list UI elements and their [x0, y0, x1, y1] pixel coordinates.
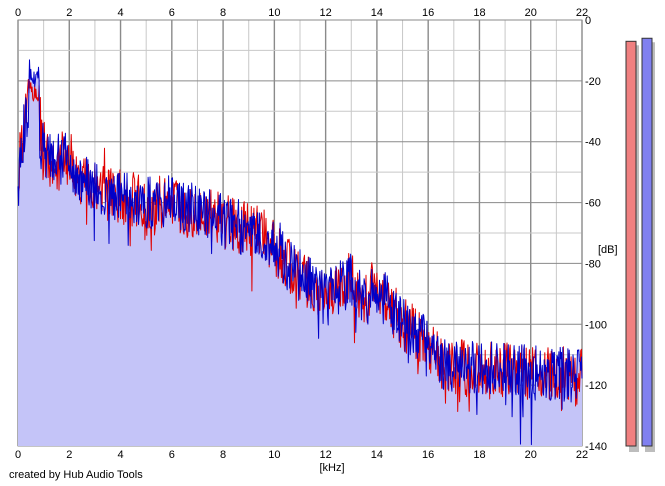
y-tick-label: -40 — [585, 137, 601, 149]
x-tick-label: 14 — [371, 7, 383, 19]
x-tick-label: 4 — [117, 7, 123, 19]
x-tick-label: 8 — [220, 7, 226, 19]
y-tick-label: -100 — [585, 319, 607, 331]
level-meter-left — [625, 40, 637, 447]
x-tick-label: 4 — [117, 449, 123, 461]
x-tick-label: 20 — [525, 7, 537, 19]
x-tick-label: 10 — [268, 7, 280, 19]
x-tick-labels-top: 0 2 4 6 8 10 12 14 16 18 20 22 — [15, 7, 588, 19]
spectrum-lines — [17, 59, 583, 446]
y-axis-label: [dB] — [598, 244, 618, 256]
x-tick-label: 22 — [576, 7, 588, 19]
x-tick-label: 14 — [371, 449, 383, 461]
level-meter-right — [641, 37, 653, 447]
x-tick-label: 0 — [15, 449, 21, 461]
x-tick-label: 2 — [66, 449, 72, 461]
x-tick-label: 6 — [169, 7, 175, 19]
y-tick-label: 0 — [585, 15, 591, 27]
x-axis-label: [kHz] — [319, 462, 344, 474]
x-tick-labels-bottom: 0 2 4 6 8 10 12 14 16 18 20 22 — [15, 449, 588, 461]
x-tick-label: 12 — [320, 7, 332, 19]
x-tick-label: 2 — [66, 7, 72, 19]
x-tick-label: 10 — [268, 449, 280, 461]
y-tick-label: -140 — [585, 441, 607, 453]
y-tick-labels: 0 -20 -40 -60 -80 -100 -120 -140 — [585, 15, 607, 453]
y-tick-label: -120 — [585, 380, 607, 392]
series-line-right — [17, 59, 583, 446]
x-tick-label: 16 — [422, 449, 434, 461]
y-tick-label: -80 — [585, 258, 601, 270]
x-tick-label: 12 — [320, 449, 332, 461]
x-tick-label: 18 — [473, 449, 485, 461]
level-meters — [625, 37, 655, 453]
x-tick-label: 18 — [473, 7, 485, 19]
y-tick-label: -60 — [585, 198, 601, 210]
credit-text: created by Hub Audio Tools — [9, 469, 143, 481]
x-tick-label: 20 — [525, 449, 537, 461]
y-tick-label: -20 — [585, 76, 601, 88]
x-tick-label: 8 — [220, 449, 226, 461]
x-tick-label: 6 — [169, 449, 175, 461]
x-tick-label: 0 — [15, 7, 21, 19]
x-tick-label: 16 — [422, 7, 434, 19]
x-tick-label: 22 — [576, 449, 588, 461]
